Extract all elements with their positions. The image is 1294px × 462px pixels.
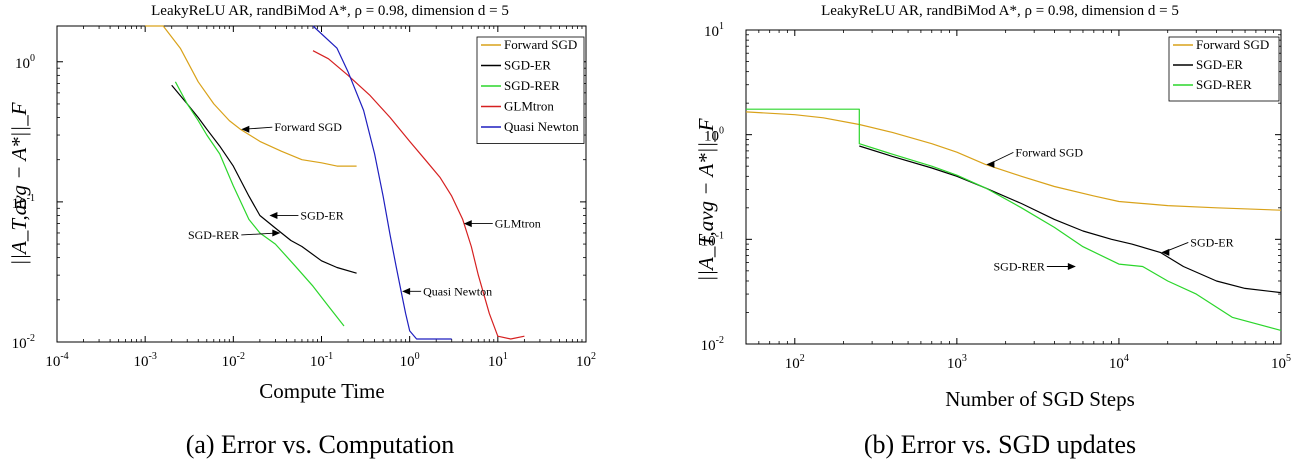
y-tick-label: 10-2 bbox=[12, 333, 35, 352]
chart-a-ylabel: ||A_T,avg − A*||_F bbox=[7, 102, 31, 265]
x-tick-label: 102 bbox=[576, 351, 596, 370]
annotation-arrow-line bbox=[241, 232, 279, 236]
annotation-label: Quasi Newton bbox=[423, 284, 492, 298]
chart-b-axes-frame bbox=[745, 29, 1282, 345]
legend-label-forward-sgd: Forward SGD bbox=[504, 37, 577, 52]
y-tick-label: 100 bbox=[15, 53, 35, 72]
legend-label-sgd-rer: SGD-RER bbox=[1196, 77, 1252, 92]
annotation-label: SGD-ER bbox=[300, 208, 343, 222]
x-tick-label: 10-4 bbox=[45, 351, 68, 370]
chart-b-ylabel: ||A_T,avg − A*||_F bbox=[694, 118, 718, 281]
annotation-label: SGD-ER bbox=[1190, 235, 1233, 249]
chart-a-caption: (a) Error vs. Computation bbox=[186, 430, 455, 459]
annotation-arrow-head bbox=[402, 287, 411, 295]
chart-b-legend: Forward SGD SGD-ER SGD-RER bbox=[1168, 36, 1280, 102]
series-line-sgd-er bbox=[859, 145, 1282, 294]
legend-label-sgd-er: SGD-ER bbox=[1196, 57, 1243, 72]
legend-box bbox=[1168, 36, 1280, 102]
chart-b-title: LeakyReLU AR, randBiMod A*, ρ = 0.98, di… bbox=[821, 3, 1179, 19]
y-tick-label: 10-1 bbox=[701, 230, 724, 249]
x-tick-label: 103 bbox=[947, 353, 967, 372]
annotation-arrow-head bbox=[241, 125, 250, 133]
annotation-label: SGD-RER bbox=[994, 260, 1045, 274]
annotation-label: Forward SGD bbox=[274, 120, 342, 134]
x-tick-label: 101 bbox=[488, 351, 508, 370]
x-tick-label: 104 bbox=[1109, 353, 1129, 372]
annotation-arrow-head bbox=[1067, 263, 1076, 271]
annotation-arrow-head bbox=[986, 160, 995, 168]
chart-b: LeakyReLU AR, randBiMod A*, ρ = 0.98, di… bbox=[694, 3, 1291, 459]
annotation-label: GLMtron bbox=[495, 217, 541, 231]
chart-a-title: LeakyReLU AR, randBiMod A*, ρ = 0.98, di… bbox=[151, 3, 509, 19]
annotation-arrow-head bbox=[463, 220, 472, 228]
chart-a-legend: Forward SGD SGD-ER SGD-RER GLMtron Quasi New… bbox=[476, 36, 585, 144]
x-tick-label: 105 bbox=[1271, 353, 1291, 372]
chart-a: LeakyReLU AR, randBiMod A*, ρ = 0.98, di… bbox=[7, 3, 596, 459]
series-line-forward-sgd bbox=[745, 111, 1282, 211]
legend-label-sgd-er: SGD-ER bbox=[504, 58, 551, 73]
legend-label-sgd-rer: SGD-RER bbox=[504, 78, 560, 93]
y-tick-label: 101 bbox=[704, 21, 724, 40]
y-tick-label: 10-1 bbox=[12, 193, 35, 212]
series-line-quasi-newton bbox=[312, 25, 452, 340]
legend-label-quasi-newton: Quasi Newton bbox=[504, 119, 579, 134]
chart-b-xlabel: Number of SGD Steps bbox=[945, 387, 1135, 411]
chart-a-xlabel: Compute Time bbox=[259, 379, 384, 403]
x-tick-label: 10-2 bbox=[222, 351, 245, 370]
series-line-forward-sgd bbox=[145, 25, 357, 167]
chart-b-caption: (b) Error vs. SGD updates bbox=[864, 430, 1136, 459]
series-line-sgd-er bbox=[171, 84, 357, 274]
series-line-glmtron bbox=[312, 50, 525, 340]
y-tick-label: 10-2 bbox=[701, 335, 724, 354]
x-tick-label: 10-3 bbox=[133, 351, 156, 370]
series-line-sgd-rer bbox=[746, 108, 1282, 331]
annotation-arrow-head bbox=[272, 229, 281, 237]
annotation-label: SGD-RER bbox=[188, 228, 239, 242]
annotation-label: Forward SGD bbox=[1015, 145, 1083, 159]
legend-label-glmtron: GLMtron bbox=[504, 99, 554, 114]
x-tick-label: 10-1 bbox=[310, 351, 333, 370]
series-line-sgd-rer bbox=[174, 81, 345, 327]
annotation-arrow-head bbox=[269, 211, 278, 219]
legend-label-forward-sgd: Forward SGD bbox=[1196, 37, 1269, 52]
x-tick-label: 102 bbox=[785, 353, 805, 372]
x-tick-label: 100 bbox=[400, 351, 420, 370]
annotation-arrow-head bbox=[1161, 248, 1170, 256]
legend-box bbox=[476, 36, 585, 144]
y-tick-label: 100 bbox=[704, 126, 724, 145]
